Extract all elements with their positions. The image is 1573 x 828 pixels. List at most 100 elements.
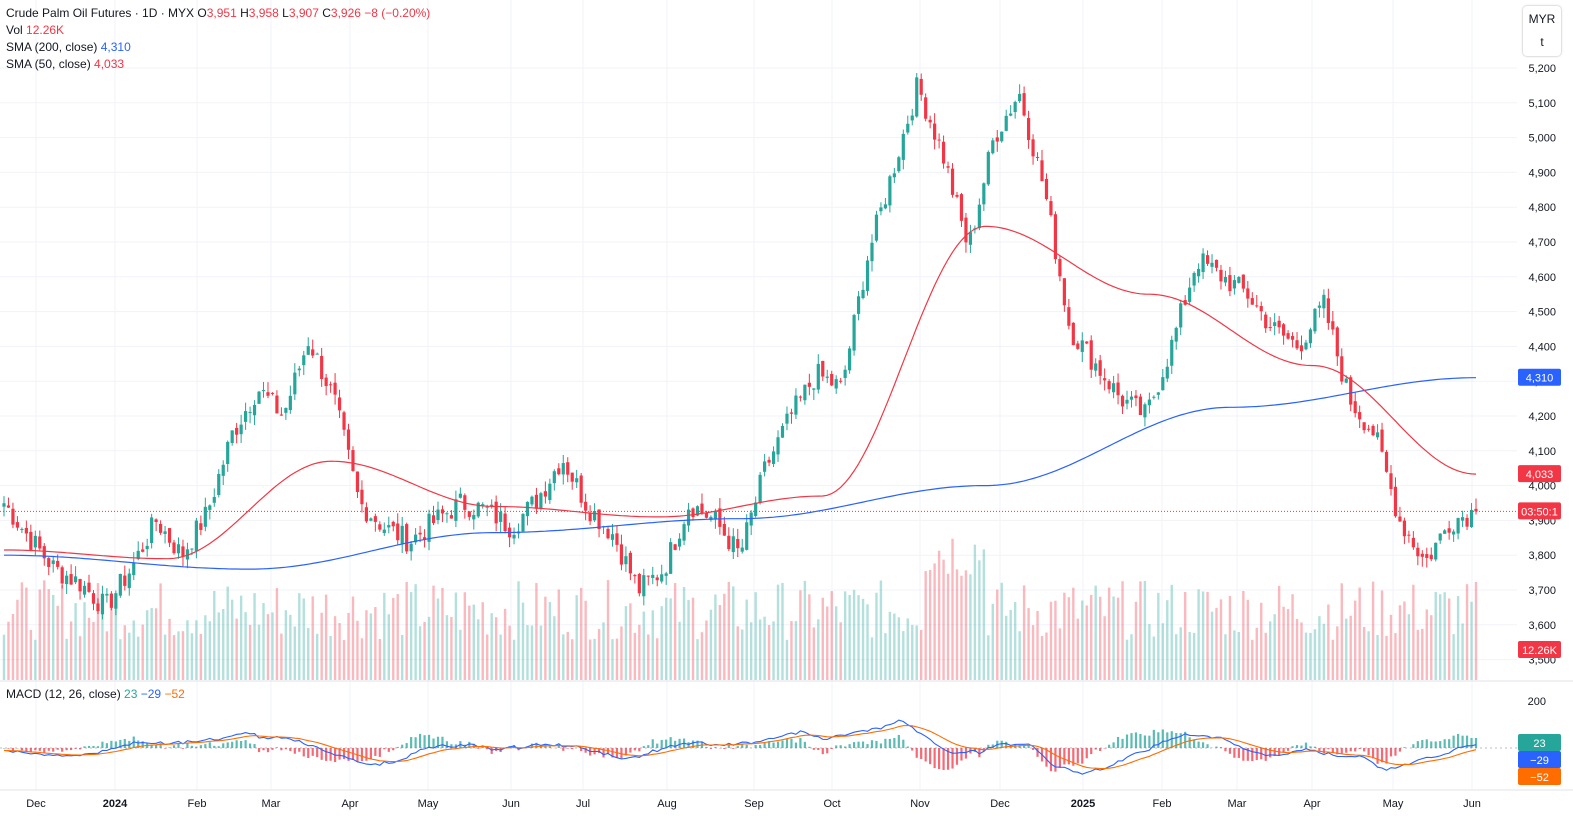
candle[interactable]: [65, 575, 69, 585]
candle[interactable]: [812, 388, 816, 390]
candle[interactable]: [158, 523, 163, 533]
candle[interactable]: [1344, 378, 1348, 383]
candle[interactable]: [409, 543, 413, 552]
candle[interactable]: [682, 524, 686, 541]
candle[interactable]: [163, 531, 167, 535]
candle[interactable]: [364, 507, 369, 522]
candle[interactable]: [1188, 287, 1192, 302]
candle[interactable]: [1282, 324, 1286, 336]
candle[interactable]: [1402, 520, 1407, 537]
candle[interactable]: [1228, 275, 1232, 292]
candle[interactable]: [924, 97, 928, 119]
candle[interactable]: [937, 139, 941, 141]
candle[interactable]: [619, 544, 624, 565]
candle[interactable]: [436, 509, 440, 521]
candle[interactable]: [42, 546, 46, 559]
candle[interactable]: [982, 183, 986, 205]
candle[interactable]: [369, 518, 373, 521]
candle[interactable]: [615, 533, 619, 545]
candle[interactable]: [1214, 259, 1219, 268]
candle[interactable]: [1049, 201, 1053, 216]
candle[interactable]: [490, 504, 494, 507]
candle[interactable]: [539, 493, 543, 509]
candle[interactable]: [1290, 336, 1295, 340]
candle[interactable]: [861, 289, 865, 299]
candle[interactable]: [669, 542, 673, 574]
candle[interactable]: [1264, 314, 1268, 329]
candle[interactable]: [29, 531, 33, 550]
candle[interactable]: [950, 168, 955, 195]
candle[interactable]: [145, 545, 149, 550]
candle[interactable]: [1179, 303, 1183, 328]
candle[interactable]: [1120, 395, 1125, 407]
candle[interactable]: [306, 346, 310, 355]
candle[interactable]: [642, 575, 646, 597]
candle[interactable]: [1219, 269, 1223, 282]
candle[interactable]: [736, 539, 740, 549]
candle[interactable]: [557, 468, 561, 475]
candle[interactable]: [400, 525, 404, 544]
candle[interactable]: [20, 528, 24, 531]
candle[interactable]: [212, 497, 216, 503]
candle[interactable]: [1465, 517, 1469, 527]
candle[interactable]: [342, 412, 346, 430]
candle[interactable]: [1156, 392, 1160, 395]
candle[interactable]: [1058, 259, 1062, 277]
candle[interactable]: [1273, 322, 1277, 327]
candle[interactable]: [24, 527, 28, 534]
candle[interactable]: [414, 534, 418, 543]
candle[interactable]: [494, 501, 498, 524]
candle[interactable]: [1143, 404, 1147, 418]
candle[interactable]: [570, 472, 574, 482]
candle[interactable]: [1425, 554, 1429, 558]
candle[interactable]: [190, 548, 194, 550]
candle[interactable]: [843, 369, 847, 378]
candle[interactable]: [284, 407, 288, 413]
candle[interactable]: [763, 461, 767, 472]
candle[interactable]: [118, 573, 122, 596]
candle[interactable]: [1000, 131, 1004, 142]
candle[interactable]: [1353, 401, 1357, 414]
candle[interactable]: [324, 377, 328, 387]
candle[interactable]: [472, 514, 476, 520]
candle[interactable]: [928, 119, 932, 123]
candle[interactable]: [592, 510, 597, 521]
candle[interactable]: [534, 494, 539, 509]
candle[interactable]: [203, 506, 207, 527]
candle[interactable]: [78, 578, 82, 592]
candle[interactable]: [275, 395, 279, 414]
candle[interactable]: [1004, 115, 1008, 131]
candle[interactable]: [123, 575, 127, 586]
candle[interactable]: [977, 204, 981, 229]
candle[interactable]: [1349, 377, 1353, 405]
candle[interactable]: [141, 549, 145, 552]
candle[interactable]: [637, 574, 641, 594]
candle[interactable]: [351, 450, 355, 471]
candle[interactable]: [906, 123, 910, 133]
candle[interactable]: [767, 459, 771, 463]
candle[interactable]: [458, 493, 462, 498]
macd-signal-line[interactable]: [3, 724, 1477, 770]
candle[interactable]: [244, 411, 248, 422]
candle[interactable]: [6, 505, 11, 508]
candle[interactable]: [1125, 399, 1129, 404]
candle[interactable]: [919, 78, 923, 95]
candle[interactable]: [230, 430, 234, 443]
candle[interactable]: [1116, 382, 1120, 396]
candle[interactable]: [1259, 306, 1263, 312]
candle[interactable]: [1232, 280, 1236, 289]
candle[interactable]: [293, 372, 297, 395]
candle[interactable]: [1098, 360, 1102, 376]
candle[interactable]: [440, 509, 445, 514]
candle[interactable]: [1018, 93, 1022, 102]
candle[interactable]: [476, 502, 480, 517]
candle[interactable]: [610, 534, 615, 540]
candle[interactable]: [1331, 321, 1335, 330]
candle[interactable]: [266, 392, 270, 396]
candle[interactable]: [566, 462, 570, 475]
candle[interactable]: [172, 542, 176, 554]
candle[interactable]: [624, 556, 628, 565]
candle[interactable]: [91, 593, 96, 604]
candle[interactable]: [548, 483, 552, 501]
